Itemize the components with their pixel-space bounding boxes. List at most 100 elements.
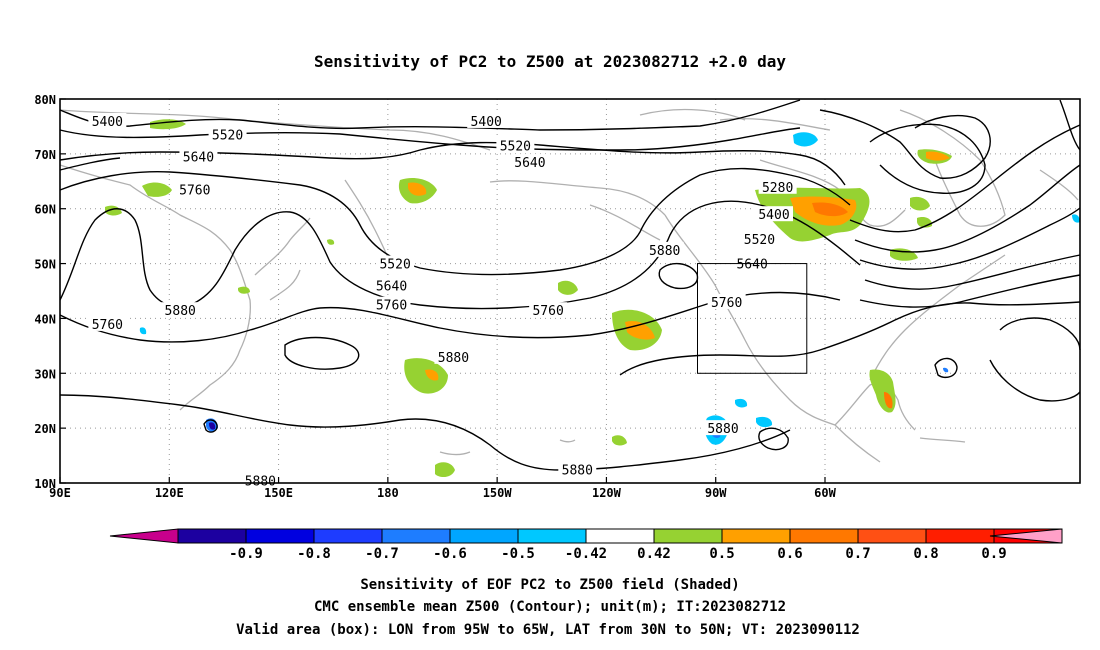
contour-label-text: 5760 xyxy=(179,184,210,199)
contour-label: 5880 xyxy=(434,348,473,366)
contour-label-text: 5400 xyxy=(471,115,502,130)
z500-contour-line xyxy=(849,124,1081,233)
z500-contour-line xyxy=(59,99,801,131)
sensitivity-patch xyxy=(910,196,930,211)
contour-label-text: 5880 xyxy=(649,244,680,259)
contour-label: 5520 xyxy=(496,137,535,155)
y-tick-label: 20N xyxy=(34,422,56,436)
contour-label-bg xyxy=(755,206,793,222)
z500-contour-line xyxy=(819,109,991,179)
sensitivity-patch xyxy=(926,151,950,161)
contour-label-bg xyxy=(758,178,797,194)
z500-contour-line xyxy=(59,167,851,276)
colorbar-label: -0.7 xyxy=(365,546,399,562)
coastline-segment xyxy=(254,217,311,276)
colorbar-segment xyxy=(449,528,519,544)
colorbar-segment xyxy=(245,528,315,544)
contour-label-bg xyxy=(467,112,506,128)
colorbar-segment xyxy=(585,528,655,544)
contour-label: 5880 xyxy=(558,461,597,478)
colorbar-label: -0.42 xyxy=(565,546,607,562)
sensitivity-patch xyxy=(558,280,578,295)
z500-contour-line xyxy=(59,141,846,186)
contour-label: 5880 xyxy=(704,420,742,437)
contour-label-bg xyxy=(161,302,200,318)
colorbar-label: -0.5 xyxy=(501,546,535,562)
footer-line-1: Sensitivity of EOF PC2 to Z500 field (Sh… xyxy=(360,577,739,593)
colorbar-segment xyxy=(721,528,791,544)
coastline-segment xyxy=(664,214,836,426)
colorbar-label: 0.7 xyxy=(845,546,870,562)
sensitivity-patch xyxy=(238,286,250,294)
contour-label-bg xyxy=(558,461,597,477)
sensitivity-patch xyxy=(625,320,655,340)
contour-label-text: 5880 xyxy=(438,351,469,366)
contour-label: 5400 xyxy=(467,112,506,130)
z500-contour-line xyxy=(619,301,1081,376)
z500-contour-line xyxy=(869,123,986,194)
y-tick-label: 40N xyxy=(34,312,56,326)
contour-label-bg xyxy=(208,126,247,142)
contour-label: 5760 xyxy=(707,293,746,311)
colorbar-label: 0.5 xyxy=(709,546,734,562)
colorbar-segment xyxy=(517,528,587,544)
sensitivity-patch xyxy=(209,422,216,430)
contour-label: 5280 xyxy=(758,178,797,196)
contour-label: 5760 xyxy=(88,315,127,333)
map-area: 5400 5520 5640 5760 5400 5520 5640 5520 5640 5760… xyxy=(59,98,1081,489)
contour-label: 5640 xyxy=(372,277,411,295)
coastline-segment xyxy=(269,269,301,301)
z500-contour-line xyxy=(854,164,1081,253)
contour-label: 5640 xyxy=(179,148,218,166)
contour-label-text: 5280 xyxy=(762,181,793,196)
z500-contour-line xyxy=(59,157,121,171)
contour-label: 5640 xyxy=(733,255,772,273)
contour-label-bg xyxy=(179,148,218,164)
x-tick-label: 150E xyxy=(264,486,293,500)
z500-contour-line xyxy=(859,207,1081,270)
contour-label-bg xyxy=(704,420,742,436)
colorbar: -0.9 -0.8 -0.7 -0.6 -0.5 -0.42 0.42 0.5 0.6 0.7 0.… xyxy=(109,528,1063,562)
contour-label-text: 5400 xyxy=(92,115,123,130)
y-tick-label: 50N xyxy=(34,258,56,272)
contour-label-text: 5760 xyxy=(92,318,123,333)
contour-label-text: 5880 xyxy=(562,463,593,478)
contour-label-text: 5520 xyxy=(379,258,410,273)
contour-label-bg xyxy=(510,154,549,170)
sensitivity-patch xyxy=(943,367,949,373)
footer-line-2: CMC ensemble mean Z500 (Contour); unit(m… xyxy=(314,599,786,615)
contour-label-bg xyxy=(707,293,746,309)
z500-contour-line xyxy=(59,200,861,310)
contour-label-bg xyxy=(645,241,684,257)
colorbar-segment xyxy=(857,528,927,544)
contour-label-text: 5760 xyxy=(376,299,407,314)
sensitivity-patch xyxy=(142,182,172,197)
contour-label: 5760 xyxy=(175,181,214,199)
coastline-segment xyxy=(719,117,831,131)
coastline-segment xyxy=(639,108,746,121)
colorbar-label: -0.9 xyxy=(229,546,263,562)
contour-label-text: 5880 xyxy=(165,304,196,319)
colorbar-label: -0.6 xyxy=(433,546,467,562)
coastlines xyxy=(59,108,1079,463)
x-tick-label: 120W xyxy=(592,486,622,500)
contour-label-bg xyxy=(175,181,214,197)
contour-label-text: 5520 xyxy=(212,129,243,144)
sensitivity-patch xyxy=(404,358,448,394)
sensitivity-patch xyxy=(812,202,848,217)
colorbar-segment xyxy=(789,528,859,544)
coastline-segment xyxy=(59,109,491,151)
contour-label: 5880 xyxy=(161,302,200,319)
colorbar-label: 0.42 xyxy=(637,546,671,562)
colorbar-segment xyxy=(381,528,451,544)
coastline-segment xyxy=(489,180,666,216)
contour-label-text: 5640 xyxy=(376,280,407,295)
colorbar-label: 0.8 xyxy=(913,546,938,562)
contour-label-bg xyxy=(434,348,473,364)
y-tick-label: 60N xyxy=(34,203,56,217)
x-axis-ticks: 90E 120E 150E 180 150W 120W 90W 60W xyxy=(49,477,837,500)
coastline-segment xyxy=(344,179,389,259)
contour-label-text: 5760 xyxy=(532,304,563,319)
contour-label: 5520 xyxy=(208,126,247,144)
